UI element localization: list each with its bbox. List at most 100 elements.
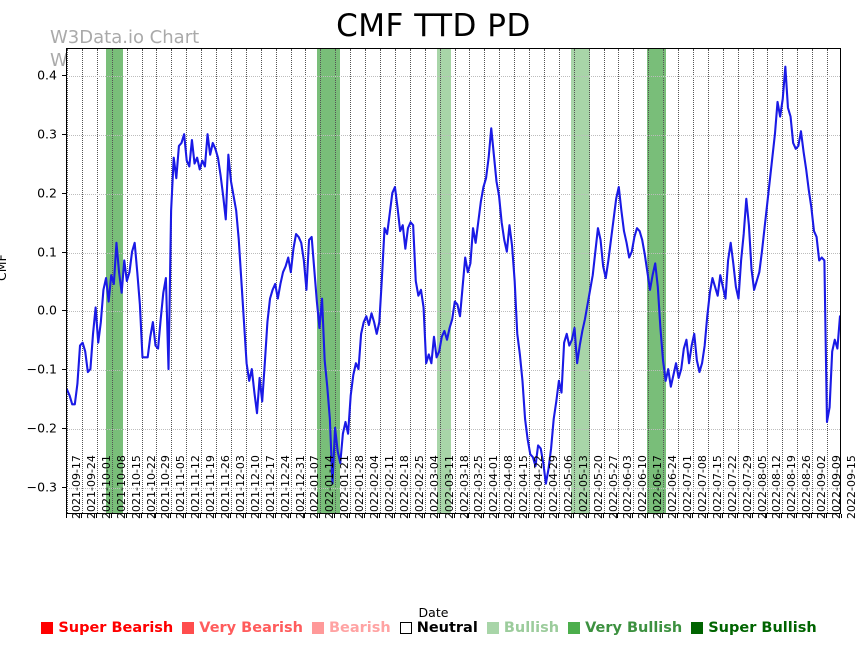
- x-tick-label: 2021-10-08: [114, 455, 128, 519]
- x-tick-label: 2022-07-01: [681, 455, 695, 519]
- x-tick-mark: [423, 514, 425, 518]
- x-tick-mark: [185, 514, 187, 518]
- gridline-vertical: [350, 49, 352, 513]
- x-tick-mark: [677, 514, 679, 518]
- legend: Super Bearish Very Bearish Bearish Neutral B…: [0, 620, 867, 636]
- gridline-vertical: [663, 49, 665, 513]
- y-tick-label: 0.4: [37, 67, 57, 83]
- gridline-vertical: [424, 49, 426, 513]
- y-tick-label: −0.2: [26, 420, 57, 436]
- legend-item[interactable]: Super Bullish: [691, 620, 817, 636]
- x-tick-label: 2022-04-29: [546, 455, 560, 519]
- gridline-vertical: [201, 49, 203, 513]
- x-tick-label: 2022-05-13: [576, 455, 590, 519]
- x-tick-mark: [229, 514, 231, 518]
- gridline-vertical: [558, 49, 560, 513]
- gridline-vertical: [633, 49, 635, 513]
- x-tick-mark: [80, 514, 82, 518]
- legend-label: Bullish: [503, 620, 560, 636]
- legend-label: Very Bullish: [585, 620, 683, 636]
- legend-label: Bearish: [328, 620, 391, 636]
- x-tick-label: 2022-03-25: [472, 455, 486, 519]
- gridline-vertical: [156, 49, 158, 513]
- legend-item[interactable]: Very Bullish: [568, 620, 682, 636]
- gridline-vertical: [290, 49, 292, 513]
- x-tick-mark: [528, 514, 530, 518]
- legend-item[interactable]: Super Bearish: [41, 620, 173, 636]
- x-tick-label: 2022-02-04: [368, 455, 382, 519]
- sentiment-band: [570, 49, 591, 513]
- x-tick-mark: [483, 514, 485, 518]
- gridline-vertical: [588, 49, 590, 513]
- x-tick-mark: [274, 514, 276, 518]
- x-tick-label: 2022-04-08: [502, 455, 516, 519]
- x-tick-label: 2022-07-08: [695, 455, 709, 519]
- x-tick-label: 2022-09-15: [845, 455, 858, 519]
- x-tick-mark: [259, 514, 261, 518]
- gridline-vertical: [335, 49, 337, 513]
- x-tick-label: 2021-10-29: [159, 455, 173, 519]
- x-tick-label: 2022-09-09: [830, 455, 844, 519]
- cmf-line-series: [67, 65, 840, 485]
- gridline-vertical: [678, 49, 680, 513]
- x-tick-mark: [796, 514, 798, 518]
- legend-item[interactable]: Bullish: [486, 620, 560, 636]
- gridline-vertical: [484, 49, 486, 513]
- x-tick-label: 2021-12-03: [233, 455, 247, 519]
- x-tick-label: 2022-04-01: [487, 455, 501, 519]
- sentiment-band: [316, 49, 340, 513]
- legend-swatch-icon: [182, 622, 195, 634]
- x-tick-mark: [170, 514, 172, 518]
- x-tick-label: 2022-05-20: [591, 455, 605, 519]
- x-tick-mark: [557, 514, 559, 518]
- x-tick-mark: [721, 514, 723, 518]
- x-tick-mark: [706, 514, 708, 518]
- x-tick-label: 2022-01-21: [338, 455, 352, 519]
- x-tick-mark: [632, 514, 634, 518]
- y-tick-mark: [62, 310, 66, 312]
- gridline-vertical: [722, 49, 724, 513]
- gridline-vertical: [797, 49, 799, 513]
- x-tick-label: 2022-06-10: [636, 455, 650, 519]
- x-tick-mark: [289, 514, 291, 518]
- legend-label: Neutral: [416, 620, 478, 636]
- gridline-vertical: [439, 49, 441, 513]
- x-tick-mark: [304, 514, 306, 518]
- x-axis-label: Date: [418, 605, 449, 620]
- y-tick-mark: [62, 428, 66, 430]
- gridline-vertical: [692, 49, 694, 513]
- x-tick-mark: [393, 514, 395, 518]
- gridline-vertical: [737, 49, 739, 513]
- x-tick-label: 2022-02-25: [412, 455, 426, 519]
- gridline-vertical: [707, 49, 709, 513]
- y-tick-mark: [62, 487, 66, 489]
- x-tick-mark: [364, 514, 366, 518]
- gridline-vertical: [767, 49, 769, 513]
- y-axis-label: CMF: [0, 254, 9, 281]
- x-tick-label: 2022-08-19: [785, 455, 799, 519]
- x-tick-mark: [349, 514, 351, 518]
- legend-item[interactable]: Bearish: [311, 620, 391, 636]
- gridline-vertical: [409, 49, 411, 513]
- gridline-vertical: [96, 49, 98, 513]
- gridline-horizontal: [67, 252, 840, 254]
- x-tick-label: 2021-12-17: [263, 455, 277, 519]
- x-tick-mark: [319, 514, 321, 518]
- legend-item[interactable]: Neutral: [399, 620, 478, 636]
- gridline-vertical: [260, 49, 262, 513]
- x-tick-label: 2022-02-11: [382, 455, 396, 519]
- y-tick-label: 0.0: [37, 302, 57, 318]
- x-tick-label: 2022-07-15: [710, 455, 724, 519]
- x-tick-mark: [95, 514, 97, 518]
- x-tick-label: 2021-10-15: [129, 455, 143, 519]
- legend-item[interactable]: Very Bearish: [182, 620, 303, 636]
- x-tick-mark: [587, 514, 589, 518]
- y-tick-mark: [62, 74, 66, 76]
- y-tick-label: −0.3: [26, 479, 57, 495]
- x-tick-mark: [215, 514, 217, 518]
- x-tick-mark: [244, 514, 246, 518]
- y-tick-label: −0.1: [26, 361, 57, 377]
- y-tick-mark: [62, 133, 66, 135]
- x-tick-label: 2022-03-04: [427, 455, 441, 519]
- gridline-vertical: [469, 49, 471, 513]
